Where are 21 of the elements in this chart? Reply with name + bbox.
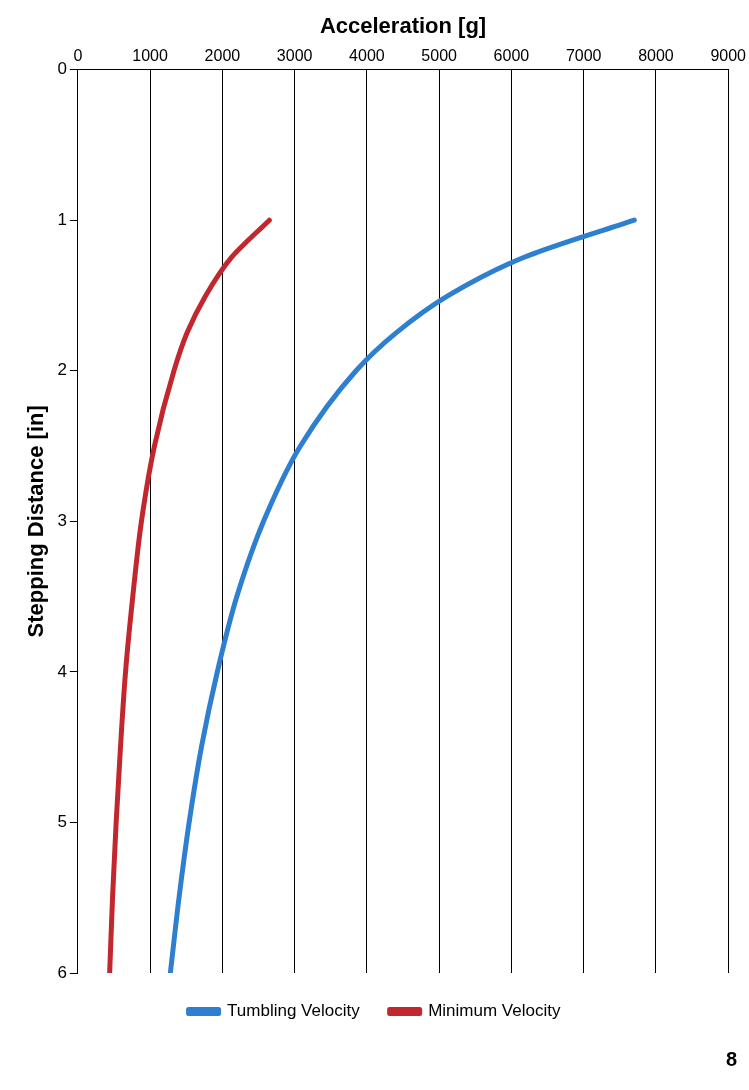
legend-label: Minimum Velocity: [428, 1001, 561, 1021]
x-tick-label: 6000: [493, 47, 530, 65]
x-tick-label: 3000: [276, 47, 313, 65]
x-tick-label: 4000: [349, 47, 385, 65]
x-tick-label: 2000: [204, 47, 241, 65]
x-tick-label: 9000: [710, 47, 747, 65]
x-tick-label: 7000: [565, 47, 602, 65]
y-axis-title: Stepping Distance [in]: [23, 405, 49, 638]
y-tick-label: 6: [57, 962, 67, 982]
y-tick-label: 1: [57, 209, 67, 229]
x-axis-title: Acceleration [g]: [319, 13, 487, 39]
y-tick-label: 4: [57, 661, 67, 681]
y-tick-label: 3: [57, 510, 67, 530]
x-tick-label: 5000: [421, 47, 458, 65]
x-tick-label: 1000: [132, 47, 169, 65]
x-tick-label: 8000: [638, 47, 674, 65]
text: 8: [725, 1047, 737, 1070]
y-tick-label: 2: [57, 360, 67, 380]
x-tick-label: 0: [73, 47, 83, 65]
y-tick-label: 5: [57, 812, 67, 832]
legend-label: Tumbling Velocity: [227, 1001, 361, 1021]
